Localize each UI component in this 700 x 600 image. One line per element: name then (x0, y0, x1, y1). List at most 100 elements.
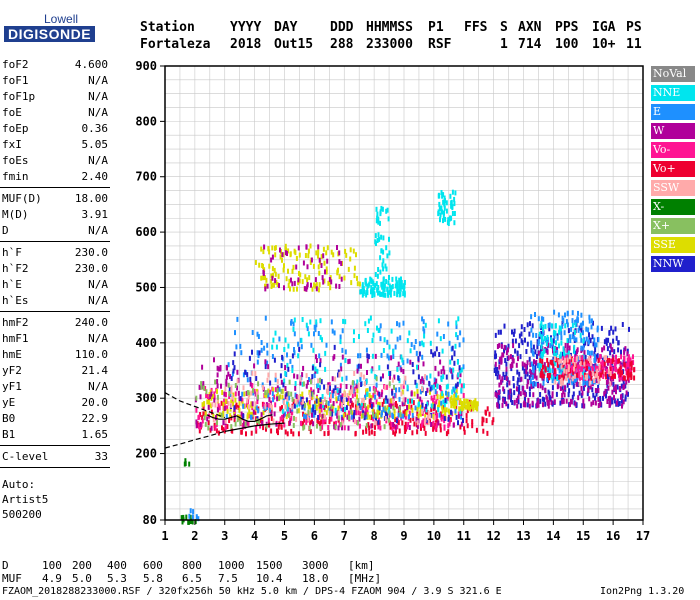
param-value: 240.0 (74, 316, 108, 329)
echo-point (262, 263, 264, 269)
echo-point (452, 386, 455, 392)
echo-point (361, 407, 364, 413)
echo-point (284, 429, 287, 435)
echo-point (620, 398, 623, 404)
echo-point (315, 286, 318, 292)
echo-point (542, 402, 544, 408)
echo-point (218, 405, 221, 411)
echo-point (627, 354, 630, 360)
echo-point (309, 429, 312, 435)
echo-point (440, 400, 443, 406)
echo-point (537, 316, 540, 322)
echo-point (531, 381, 534, 387)
echo-point (355, 410, 358, 416)
param-row: h`F 230.0 (2, 246, 108, 260)
echo-point (220, 400, 223, 406)
echo-point (246, 390, 249, 396)
echo-point (278, 336, 281, 342)
echo-point (365, 426, 368, 432)
echo-point (230, 402, 233, 408)
echo-point (188, 519, 191, 525)
echo-point (358, 423, 361, 429)
echo-point (465, 413, 468, 419)
echo-point (397, 288, 400, 294)
echo-point (317, 388, 320, 393)
echo-point (512, 358, 515, 364)
echo-point (233, 410, 236, 416)
echo-point (391, 276, 394, 282)
echo-point (218, 412, 221, 418)
echo-point (560, 377, 563, 383)
echo-point (519, 391, 522, 397)
echo-point (520, 331, 523, 337)
echo-point (560, 374, 563, 380)
echo-point (429, 418, 431, 424)
echo-point (277, 273, 280, 279)
echo-point (627, 372, 630, 377)
echo-point (220, 412, 223, 418)
param-row: MUF(D) 18.00 (2, 192, 108, 206)
echo-point (277, 430, 279, 436)
echo-point (426, 409, 429, 415)
param-value: 5.05 (81, 138, 109, 151)
echo-point (357, 410, 360, 416)
echo-point (364, 406, 367, 412)
echo-point (372, 411, 374, 417)
echo-point (228, 387, 231, 392)
echo-point (414, 405, 417, 411)
echo-point (251, 411, 254, 417)
echo-point (258, 350, 261, 356)
echo-point (279, 406, 282, 412)
echo-point (442, 214, 445, 220)
echo-point (318, 353, 321, 359)
echo-point (558, 379, 561, 385)
echo-point (356, 281, 359, 287)
echo-point (357, 382, 360, 388)
echo-point (552, 360, 555, 366)
echo-point (222, 402, 225, 407)
echo-point (249, 381, 252, 387)
echo-point (301, 381, 304, 387)
echo-point (339, 399, 342, 405)
echo-point (365, 347, 368, 353)
echo-point (319, 318, 322, 324)
echo-point (612, 357, 615, 363)
echo-point (402, 383, 405, 389)
echo-point (282, 412, 285, 418)
echo-point (248, 409, 251, 415)
echo-point (560, 358, 562, 364)
echo-point (302, 260, 305, 266)
echo-point (430, 395, 433, 401)
echo-point (566, 354, 569, 360)
echo-point (364, 278, 367, 284)
echo-point (546, 349, 549, 355)
footer-muf-value: 5.3 (107, 572, 127, 585)
echo-point (632, 354, 634, 360)
echo-point (254, 409, 257, 415)
param-row: foEp 0.36 (2, 122, 108, 136)
echo-point (270, 284, 273, 289)
echo-point (236, 417, 239, 423)
echo-point (375, 218, 378, 224)
echo-point (454, 408, 457, 414)
echo-point (289, 286, 291, 292)
echo-point (236, 369, 239, 375)
echo-point (447, 218, 450, 224)
echo-point (424, 322, 427, 328)
echo-point (597, 337, 600, 343)
param-name: foF2 (2, 58, 29, 71)
echo-point (499, 356, 502, 362)
echo-point (293, 317, 296, 323)
footer-muf-value: 10.4 (256, 572, 283, 585)
echo-point (226, 365, 228, 371)
echo-point (387, 417, 390, 423)
param-value: 20.0 (81, 396, 109, 409)
echo-point (382, 277, 385, 283)
echo-point (389, 374, 391, 380)
echo-point (240, 411, 243, 417)
echo-point (574, 350, 577, 356)
echo-point (590, 401, 593, 407)
legend-item: SSW (651, 180, 695, 196)
echo-point (540, 351, 543, 357)
echo-point (475, 427, 478, 433)
